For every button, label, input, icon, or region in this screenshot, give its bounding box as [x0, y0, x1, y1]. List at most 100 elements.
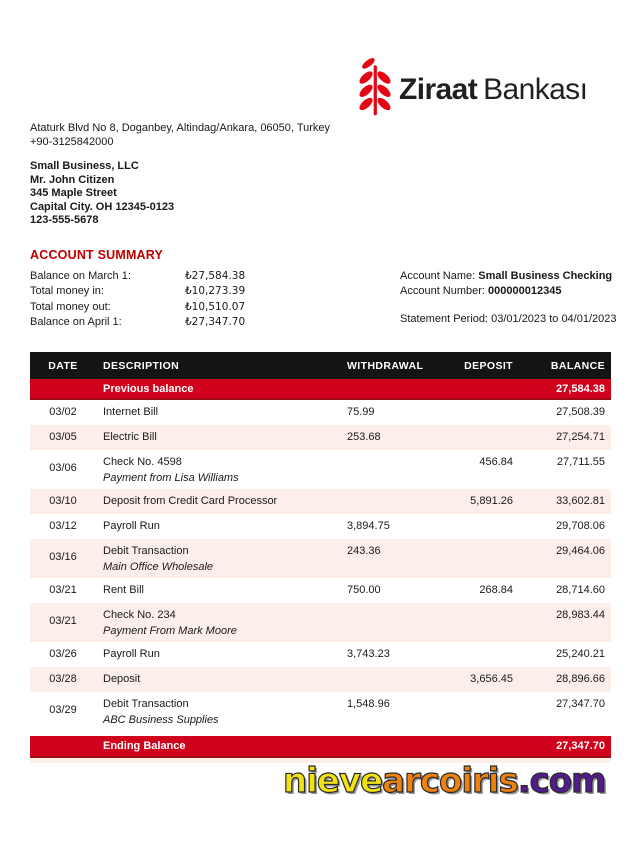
watermark-nieve: nieve — [282, 760, 383, 801]
balance-cell: 28,714.60 — [556, 584, 605, 596]
summary-label: Total money in: — [30, 285, 104, 298]
transaction-row: 03/21 Check No. 234 Payment From Mark Mo… — [30, 603, 611, 642]
col-header-deposit: DEPOSIT — [464, 359, 513, 372]
transaction-row: 03/29 Debit Transaction ABC Business Sup… — [30, 692, 611, 731]
description-cell: Debit Transaction ABC Business Supplies — [96, 692, 345, 731]
balance-cell: 29,464.06 — [556, 545, 605, 557]
customer-contact: Mr. John Citizen — [30, 173, 115, 186]
transaction-row: 03/12 Payroll Run 3,894.75 29,708.06 — [30, 514, 611, 539]
account-summary-title: ACCOUNT SUMMARY — [30, 248, 164, 262]
deposit-cell — [430, 400, 515, 425]
customer-city: Capital City. OH 12345-0123 — [30, 200, 175, 213]
brand-ziraat: Ziraat — [399, 72, 478, 106]
table-footer-strip — [30, 758, 611, 763]
description-cell: Payroll Run — [96, 642, 345, 667]
account-name-label: Account Name: — [400, 270, 479, 282]
date-cell: 03/16 — [49, 551, 77, 563]
customer-name: Small Business, LLC — [30, 160, 139, 172]
description-text: Internet Bill — [103, 406, 159, 418]
withdrawal-cell — [345, 489, 430, 514]
withdrawal-cell: 253.68 — [347, 431, 381, 443]
balance-cell: 27,711.55 — [556, 456, 605, 468]
summary-label: Total money out: — [30, 300, 111, 313]
description-text: Check No. 234 — [103, 609, 176, 621]
customer-phone: 123-555-5678 — [30, 214, 99, 226]
description-note: Main Office Wholesale — [103, 561, 214, 573]
deposit-cell — [430, 642, 515, 667]
transaction-row: 03/28 Deposit 3,656.45 28,896.66 — [30, 667, 611, 692]
table-header: DATE DESCRIPTION WITHDRAWAL DEPOSIT BALA… — [30, 352, 611, 379]
withdrawal-cell: 1,548.96 — [347, 698, 390, 710]
date-cell: 03/02 — [49, 406, 77, 418]
date-cell: 03/21 — [49, 615, 77, 627]
date-cell: 03/28 — [49, 673, 77, 685]
balance-cell: 28,896.66 — [556, 673, 605, 685]
withdrawal-cell: 750.00 — [347, 584, 381, 596]
previous-balance-row: Previous balance 27,584.38 — [30, 379, 611, 400]
date-cell: 03/06 — [49, 462, 77, 474]
deposit-cell: 456.84 — [479, 456, 513, 468]
balance-cell: 29,708.06 — [556, 520, 605, 532]
description-cell: Debit Transaction Main Office Wholesale — [96, 539, 345, 578]
description-cell: Rent Bill — [96, 578, 345, 603]
balance-cell: 28,983.44 — [556, 609, 605, 621]
bank-logo: Ziraat Bankası — [358, 56, 588, 123]
description-cell: Deposit from Credit Card Processor — [96, 489, 345, 514]
deposit-cell — [430, 692, 515, 731]
account-summary-rows: Balance on March 1: ₺27,584.38 Total mon… — [30, 269, 245, 330]
transaction-row: 03/06 Check No. 4598 Payment from Lisa W… — [30, 450, 611, 489]
summary-row: Balance on April 1: ₺27,347.70 — [30, 315, 245, 330]
withdrawal-cell — [345, 603, 430, 642]
account-number-label: Account Number: — [400, 285, 489, 297]
previous-balance-value: 27,584.38 — [556, 382, 605, 395]
description-note: Payment from Lisa Williams — [103, 472, 239, 484]
transaction-row: 03/21 Rent Bill 750.00 268.84 28,714.60 — [30, 578, 611, 603]
summary-value: ₺10,510.07 — [185, 300, 246, 313]
ending-balance-label: Ending Balance — [103, 740, 186, 752]
description-text: Deposit from Credit Card Processor — [103, 495, 278, 507]
balance-cell: 27,254.71 — [556, 431, 605, 443]
customer-street: 345 Maple Street — [30, 187, 117, 199]
description-cell: Deposit — [96, 667, 345, 692]
col-header-date: DATE — [48, 359, 78, 372]
col-header-description: DESCRIPTION — [103, 359, 180, 372]
wheat-icon — [358, 56, 392, 123]
deposit-cell — [430, 425, 515, 450]
brand-name: Ziraat Bankası — [399, 72, 588, 107]
transaction-row: 03/26 Payroll Run 3,743.23 25,240.21 — [30, 642, 611, 667]
bank-address-block: Ataturk Blvd No 8, Doganbey, Altindag/An… — [30, 121, 330, 149]
description-text: Check No. 4598 — [103, 456, 182, 468]
summary-row: Total money out: ₺10,510.07 — [30, 300, 245, 315]
transaction-row: 03/05 Electric Bill 253.68 27,254.71 — [30, 425, 611, 450]
deposit-cell — [430, 603, 515, 642]
bank-address: Ataturk Blvd No 8, Doganbey, Altindag/An… — [30, 122, 331, 134]
deposit-cell — [430, 514, 515, 539]
description-text: Deposit — [103, 673, 141, 685]
deposit-cell — [430, 539, 515, 578]
date-cell: 03/26 — [49, 648, 77, 660]
withdrawal-cell — [345, 667, 430, 692]
date-cell: 03/12 — [49, 520, 77, 532]
transactions-body: 03/02 Internet Bill 75.99 27,508.39 03/0… — [30, 400, 611, 731]
watermark-arcoiris: arcoiris — [382, 760, 520, 801]
balance-cell: 27,347.70 — [556, 698, 605, 710]
description-text: Debit Transaction — [103, 545, 189, 557]
description-note: Payment From Mark Moore — [103, 625, 237, 637]
balance-cell: 25,240.21 — [556, 648, 605, 660]
withdrawal-cell: 3,894.75 — [347, 520, 390, 532]
account-name-value: Small Business Checking — [478, 270, 613, 282]
description-text: Electric Bill — [103, 431, 157, 443]
summary-value: ₺27,584.38 — [185, 270, 246, 282]
summary-value: ₺10,273.39 — [185, 285, 246, 298]
summary-row: Total money in: ₺10,273.39 — [30, 284, 245, 299]
balance-cell: 27,508.39 — [556, 406, 605, 418]
withdrawal-cell: 243.36 — [347, 545, 381, 557]
statement-period: Statement Period: 03/01/2023 to 04/01/20… — [400, 313, 617, 325]
transactions-table: DATE DESCRIPTION WITHDRAWAL DEPOSIT BALA… — [30, 352, 611, 763]
ending-balance-value: 27,347.70 — [556, 740, 605, 752]
summary-label: Balance on April 1: — [30, 315, 122, 328]
date-cell: 03/29 — [49, 704, 77, 716]
description-text: Payroll Run — [103, 520, 160, 532]
ending-balance-row: Ending Balance 27,347.70 — [30, 736, 611, 758]
deposit-cell: 5,891.26 — [470, 495, 513, 507]
